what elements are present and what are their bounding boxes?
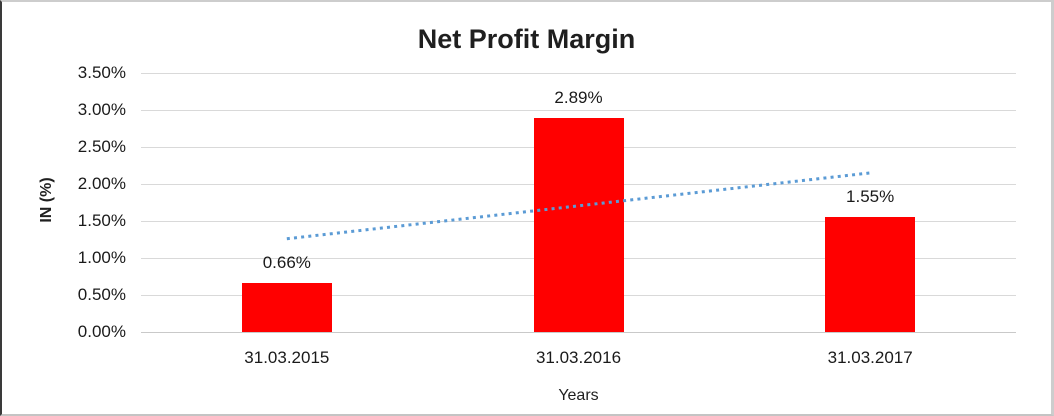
gridline	[141, 332, 1016, 333]
y-tick-label: 3.00%	[77, 100, 126, 119]
x-tick-label: 31.03.2016	[535, 348, 622, 367]
y-tick-label: 0.00%	[77, 322, 126, 341]
y-tick-label: 0.50%	[77, 285, 126, 304]
bar-31.03.2016	[533, 118, 624, 332]
y-tick-label: 1.00%	[77, 248, 126, 267]
y-tick-label: 2.50%	[77, 137, 126, 156]
chart-title: Net Profit Margin	[417, 24, 636, 54]
gridline	[141, 110, 1016, 111]
bar-31.03.2015	[241, 283, 332, 332]
bar-value-label: 1.55%	[846, 187, 895, 207]
x-axis-title: Years	[558, 387, 599, 404]
x-tick-label: 31.03.2015	[244, 348, 330, 367]
bar-31.03.2017	[825, 217, 916, 332]
bar-value-label: 0.66%	[262, 253, 311, 273]
y-tick-label: 3.50%	[77, 63, 126, 82]
x-tick-label: 31.03.2017	[827, 348, 913, 367]
gridline	[141, 73, 1016, 74]
y-tick-label: 2.00%	[77, 174, 126, 193]
bar-value-label: 2.89%	[554, 88, 603, 108]
y-tick-label: 1.50%	[77, 211, 126, 230]
